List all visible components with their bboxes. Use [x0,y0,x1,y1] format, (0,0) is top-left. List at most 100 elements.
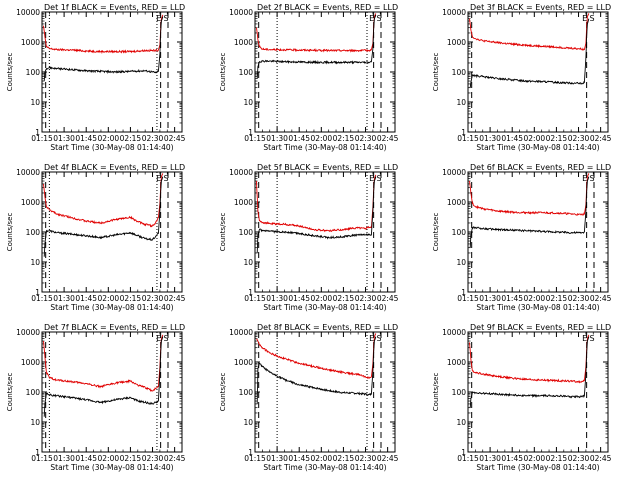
y-tick-label: 1 [461,288,466,297]
detector-panel-6: Det 6f BLACK = Events, RED = LLD Counts/s… [432,163,612,312]
x-tick-label: 02:00 [311,294,333,303]
y-tick-label: 10000 [229,168,253,177]
x-tick-label: 02:00 [311,134,333,143]
detector-panel-5: Det 5f BLACK = Events, RED = LLD Counts/s… [219,163,399,312]
y-tick-label: 10000 [16,8,40,17]
x-tick-label: 01:30 [266,454,288,463]
x-tick-label: 01:45 [501,134,523,143]
x-tick-label: 01:45 [501,294,523,303]
panel-title: Det 4f BLACK = Events, RED = LLD [44,163,185,172]
y-tick-label: 1000 [234,198,253,207]
x-tick-label: 02:30 [568,454,590,463]
y-tick-label: 100 [452,68,467,77]
x-tick-label: 01:45 [75,134,97,143]
x-tick-label: 02:45 [590,454,612,463]
y-tick-label: 10 [243,258,253,267]
y-axis-label: Counts/sec [6,53,14,92]
x-tick-label: 02:30 [142,454,164,463]
x-tick-label: 01:15 [31,454,53,463]
x-tick-label: 01:15 [244,134,266,143]
y-tick-label: 100 [239,228,254,237]
y-tick-label: 1000 [234,38,253,47]
marker-s: S [164,174,169,183]
events-series-line [469,176,590,248]
x-tick-label: 02:30 [355,454,377,463]
y-tick-label: 1 [461,128,466,137]
y-tick-label: 1 [248,448,253,457]
detector-panel-3: Det 3f BLACK = Events, RED = LLD Counts/s… [432,3,612,152]
lld-series-line [256,13,377,53]
x-tick-label: 02:00 [524,294,546,303]
x-tick-label: 01:45 [288,134,310,143]
marker-e: E [156,174,161,183]
panel-title: Det 1f BLACK = Events, RED = LLD [44,3,185,12]
marker-s: S [377,334,382,343]
x-tick-label: 02:45 [590,134,612,143]
events-series-line [469,336,590,408]
x-tick-label: 02:15 [120,294,142,303]
x-tick-label: 01:30 [479,454,501,463]
panel-title: Det 8f BLACK = Events, RED = LLD [257,323,398,332]
y-tick-label: 10 [456,258,466,267]
y-tick-label: 10 [243,418,253,427]
y-tick-label: 1 [248,288,253,297]
y-tick-label: 1000 [234,358,253,367]
x-axis-label: Start Time (30-May-08 01:14:40) [263,143,386,152]
lld-series-line [469,334,590,384]
x-tick-label: 02:00 [524,454,546,463]
y-tick-label: 1000 [447,198,466,207]
x-axis-label: Start Time (30-May-08 01:14:40) [263,463,386,472]
x-tick-label: 01:30 [53,294,75,303]
y-axis-label: Counts/sec [6,373,14,412]
marker-e: E [156,14,161,23]
x-tick-label: 02:00 [524,134,546,143]
x-tick-label: 02:15 [546,294,568,303]
events-series-line [43,336,164,417]
x-tick-label: 01:45 [501,454,523,463]
y-axis-label: Counts/sec [432,213,440,252]
panel-title: Det 3f BLACK = Events, RED = LLD [470,3,611,12]
y-tick-label: 1000 [21,198,40,207]
x-tick-label: 02:15 [546,134,568,143]
x-tick-label: 01:30 [266,294,288,303]
x-tick-label: 02:15 [333,294,355,303]
x-axis-label: Start Time (30-May-08 01:14:40) [476,463,599,472]
y-tick-label: 100 [239,388,254,397]
x-tick-label: 01:30 [479,294,501,303]
marker-e: E [156,334,161,343]
x-tick-label: 02:45 [377,134,399,143]
x-axis-label: Start Time (30-May-08 01:14:40) [476,143,599,152]
detector-panel-4: Det 4f BLACK = Events, RED = LLD Counts/s… [6,163,186,312]
y-tick-label: 10 [30,258,40,267]
x-tick-label: 02:45 [164,134,186,143]
x-tick-label: 01:45 [75,454,97,463]
x-tick-label: 01:15 [244,294,266,303]
marker-e: E [582,334,587,343]
x-tick-label: 02:30 [355,134,377,143]
y-tick-label: 10000 [229,8,253,17]
events-series-line [43,16,164,82]
x-axis-label: Start Time (30-May-08 01:14:40) [476,303,599,312]
detector-panel-7: Det 7f BLACK = Events, RED = LLD Counts/s… [6,323,186,472]
y-tick-label: 10 [456,98,466,107]
x-tick-label: 02:30 [142,134,164,143]
x-tick-label: 02:15 [546,454,568,463]
y-tick-label: 10000 [442,8,466,17]
y-tick-label: 100 [26,68,41,77]
x-tick-label: 02:15 [120,454,142,463]
x-tick-label: 02:00 [98,294,120,303]
x-tick-label: 02:15 [333,454,355,463]
lld-series-line [43,334,164,392]
x-tick-label: 01:30 [479,134,501,143]
x-tick-label: 01:30 [53,454,75,463]
x-tick-label: 01:45 [288,454,310,463]
marker-e: E [369,14,374,23]
marker-e: E [582,14,587,23]
panel-title: Det 2f BLACK = Events, RED = LLD [257,3,398,12]
x-tick-label: 02:45 [377,454,399,463]
marker-s: S [164,334,169,343]
x-tick-label: 01:15 [457,454,479,463]
events-series-line [256,336,377,404]
x-tick-label: 01:15 [244,454,266,463]
